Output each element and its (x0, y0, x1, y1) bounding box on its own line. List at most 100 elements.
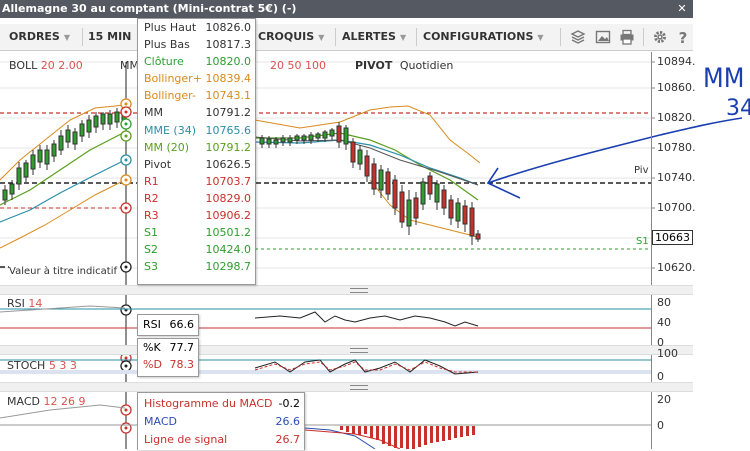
tooltip-key: R2 (144, 191, 159, 205)
candle (343, 127, 349, 145)
candle (475, 233, 481, 240)
chevron-down-icon: ▼ (63, 33, 71, 42)
tooltip-key: %K (143, 341, 161, 354)
splitter-grip-icon[interactable] (350, 348, 368, 353)
price-tick: 10894. (657, 55, 696, 68)
mme34-line (0, 159, 126, 223)
price-tick: 10700. (657, 201, 696, 214)
tooltip-value: 10743.1 (205, 89, 252, 103)
tooltip-row: R2 10829.0 (138, 190, 255, 207)
stoch-indicator-label[interactable]: STOCH 5 3 3 (7, 359, 77, 372)
tooltip-key: MME (34) (144, 123, 197, 137)
stoch-param: 5 (48, 359, 56, 372)
tooltip-row: Plus Haut 10826.0 (138, 19, 255, 36)
candle (448, 199, 454, 219)
tooltip-row: MM (20) 10791.2 (138, 139, 255, 156)
candle (44, 149, 50, 165)
tooltip-row: S2 10424.0 (138, 241, 255, 258)
rsi-name: RSI (7, 297, 25, 310)
tooltip-value: 26.6 (275, 415, 301, 428)
close-icon[interactable]: ✕ (677, 2, 687, 15)
candle (406, 199, 412, 227)
price-axis-line (651, 52, 652, 449)
price-tick: 10780. (657, 141, 696, 154)
candle (434, 183, 440, 203)
candle (58, 135, 64, 151)
macd-param: 12 (43, 395, 58, 408)
mm-indicator-label[interactable]: MM (120, 59, 139, 72)
candle (308, 134, 314, 141)
price-tick: 10620. (657, 261, 696, 274)
print-icon[interactable] (619, 29, 635, 45)
candle (378, 169, 384, 191)
splitter-grip-icon[interactable] (350, 385, 368, 390)
tooltip-row: Clôture 10820.0 (138, 53, 255, 70)
price-grid (0, 61, 651, 269)
tooltip-value: 77.7 (169, 341, 195, 354)
image-icon[interactable] (595, 29, 611, 45)
tooltip-key: R1 (144, 174, 159, 188)
price-tick: 10740. (657, 171, 696, 184)
boll-params: 20 2.00 (40, 59, 83, 72)
tooltip-value: 10791.2 (205, 106, 252, 120)
sketch-menu[interactable]: CROQUIS ▼ (258, 29, 324, 45)
candle (469, 207, 475, 237)
gear-icon[interactable] (652, 29, 668, 45)
handwritten-arrow-head (486, 167, 521, 199)
candle (2, 189, 8, 201)
layers-icon[interactable] (570, 29, 586, 45)
pivot-indicator-label[interactable]: PIVOT Quotidien (355, 59, 453, 72)
alerts-menu[interactable]: ALERTES ▼ (342, 29, 406, 45)
tooltip-row: Bollinger- 10743.1 (138, 87, 255, 104)
help-icon[interactable]: ? (675, 29, 691, 45)
candle (315, 133, 321, 139)
tooltip-row: Pivot 10626.5 (138, 156, 255, 173)
chevron-down-icon: ▼ (537, 33, 544, 42)
configurations-label: CONFIGURATIONS (423, 30, 534, 43)
candle (399, 191, 405, 223)
sketch-label: CROQUIS (258, 30, 315, 43)
macd-indicator-label[interactable]: MACD 12 26 9 (7, 395, 85, 408)
tooltip-value: 10626.5 (205, 157, 252, 171)
candle (107, 113, 113, 125)
timeframe-menu[interactable]: 15 MIN (88, 29, 131, 45)
panel-splitter[interactable] (0, 345, 693, 355)
handwritten-arrow (487, 117, 743, 184)
stoch-tick: 0 (657, 370, 664, 383)
candle (301, 135, 307, 141)
candle (9, 183, 15, 195)
stoch-param: 3 (69, 359, 77, 372)
pivot-params: Quotidien (399, 59, 454, 72)
tooltip-row: Histogramme du MACD -0.2 (138, 393, 304, 411)
panel-splitter[interactable] (0, 285, 693, 295)
panel-splitter[interactable] (0, 382, 693, 392)
chevron-down-icon: ▼ (318, 33, 325, 42)
rsi-indicator-label[interactable]: RSI 14 (7, 297, 42, 310)
tooltip-key: S2 (144, 243, 158, 257)
tooltip-value: 10791.2 (205, 140, 252, 154)
tooltip-row: Bollinger+ 10839.4 (138, 70, 255, 87)
tooltip-value: 10829.0 (205, 191, 252, 205)
tooltip-row: %K 77.7 (138, 339, 198, 356)
s1-tag: S1 (636, 236, 649, 247)
candle (259, 137, 265, 145)
tooltip-row: Ligne de signal 26.7 (138, 429, 304, 447)
candle (427, 175, 433, 195)
configurations-menu[interactable]: CONFIGURATIONS ▼ (423, 29, 544, 45)
tooltip-key: Histogramme du MACD (144, 397, 273, 410)
orders-label: ORDRES (9, 30, 60, 43)
rsi-tick: 80 (657, 296, 671, 309)
price-tick: 10860. (657, 81, 696, 94)
mm-params-label[interactable]: 20 50 100 (270, 59, 326, 72)
macd-tick: 0 (657, 419, 664, 432)
orders-menu[interactable]: ORDRES ▼ (9, 29, 70, 45)
splitter-grip-icon[interactable] (350, 288, 368, 293)
candle (280, 137, 286, 143)
boll-indicator-label[interactable]: BOLL 20 2.00 (9, 59, 83, 72)
tooltip-row: RSI 66.6 (138, 315, 198, 335)
ohlc-tooltip: Plus Haut 10826.0 Plus Bas 10817.3 Clôture… (137, 18, 256, 285)
candles-left (2, 108, 127, 205)
disclaimer-text: Valeur à titre indicatif (9, 266, 117, 277)
tooltip-value: -0.2 (278, 397, 300, 410)
